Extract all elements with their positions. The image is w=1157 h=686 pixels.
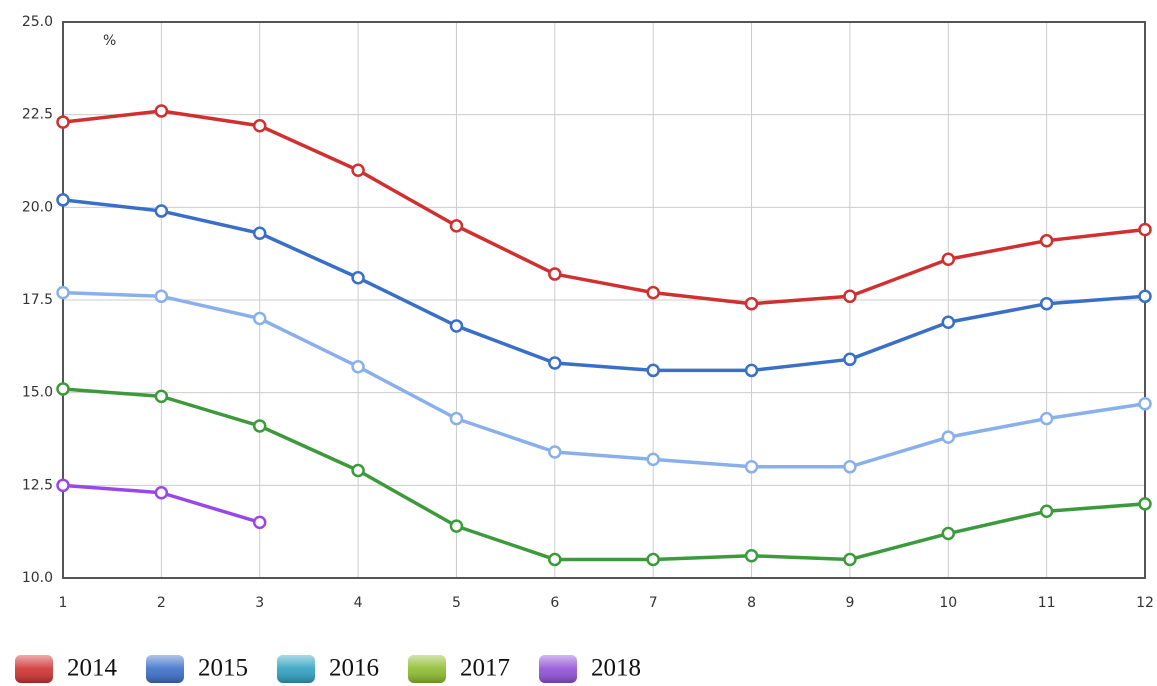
- legend-label: 2016: [329, 655, 379, 682]
- data-point: [744, 363, 759, 378]
- data-point: [1138, 397, 1152, 411]
- y-tick-label: 17.5: [22, 292, 53, 308]
- x-tick-label: 2: [157, 595, 166, 611]
- data-point: [1138, 289, 1152, 304]
- x-tick-label: 8: [747, 595, 756, 611]
- data-point: [56, 115, 70, 129]
- legend-swatch-shine: [539, 655, 577, 683]
- data-point: [941, 252, 956, 266]
- data-point: [646, 452, 660, 467]
- x-tick-label: 9: [845, 595, 854, 611]
- legend-item: 2016: [277, 655, 379, 683]
- y-tick-label: 12.5: [22, 477, 53, 493]
- data-point: [1039, 504, 1054, 519]
- legend-item: 2015: [146, 655, 248, 683]
- data-point: [154, 204, 169, 218]
- data-point: [351, 163, 365, 178]
- data-point: [548, 267, 562, 281]
- data-point: [1039, 233, 1054, 248]
- data-point: [351, 359, 365, 374]
- data-point: [744, 549, 759, 563]
- data-point: [252, 119, 267, 133]
- data-point: [449, 219, 464, 233]
- data-point: [548, 552, 562, 567]
- data-point: [548, 356, 562, 370]
- data-point: [843, 352, 857, 367]
- legend-swatch-shine: [146, 655, 184, 683]
- data-point: [744, 460, 759, 474]
- legend-item: 2014: [15, 655, 118, 683]
- series-line: [62, 290, 1146, 469]
- x-tick-label: 4: [354, 595, 363, 611]
- data-point: [646, 363, 660, 378]
- x-tick-label: 10: [939, 595, 957, 611]
- annotation: %: [103, 33, 116, 49]
- data-point: [154, 104, 169, 118]
- data-point: [941, 526, 956, 541]
- x-tick-label: 7: [649, 595, 658, 611]
- data-point: [449, 411, 464, 426]
- data-point: [252, 419, 267, 433]
- series-line: [62, 198, 1146, 373]
- data-point: [843, 460, 857, 474]
- data-point: [252, 311, 267, 326]
- data-point: [56, 478, 70, 493]
- data-point: [843, 289, 857, 304]
- legend-label: 2014: [67, 655, 118, 682]
- x-tick-label: 11: [1038, 595, 1056, 611]
- data-point: [744, 296, 759, 311]
- x-tick-label: 1: [59, 595, 68, 611]
- x-tick-label: 3: [255, 595, 264, 611]
- data-point: [154, 389, 169, 404]
- data-point: [56, 285, 70, 300]
- data-point: [56, 382, 70, 396]
- legend-swatch-shine: [277, 655, 315, 683]
- data-point: [1138, 497, 1152, 511]
- series-line: [62, 387, 1146, 562]
- legend-swatch-shine: [408, 655, 446, 683]
- x-tick-label: 6: [550, 595, 559, 611]
- x-tick-label: 12: [1136, 595, 1154, 611]
- legend-label: 2018: [591, 655, 641, 682]
- series-line: [62, 109, 1146, 306]
- legend-label: 2017: [460, 655, 510, 682]
- data-point: [154, 485, 169, 500]
- data-point: [154, 289, 169, 304]
- data-point: [1138, 222, 1152, 237]
- y-tick-label: 22.5: [22, 107, 53, 123]
- legend-label: 2015: [198, 655, 248, 682]
- data-point: [941, 430, 956, 444]
- legend-swatch-shine: [15, 655, 53, 683]
- data-point: [548, 445, 562, 459]
- data-point: [1039, 411, 1054, 426]
- data-point: [941, 315, 956, 329]
- y-tick-label: 15.0: [22, 385, 53, 401]
- legend-item: 2018: [539, 655, 641, 683]
- x-tick-label: 5: [452, 595, 461, 611]
- data-point: [449, 519, 464, 533]
- data-point: [351, 271, 365, 285]
- y-tick-label: 20.0: [22, 199, 53, 215]
- legend-item: 2017: [408, 655, 510, 683]
- y-tick-label: 10.0: [22, 570, 53, 586]
- data-point: [56, 193, 70, 207]
- data-point: [252, 515, 267, 530]
- y-tick-label: 25.0: [22, 14, 53, 30]
- data-point: [449, 319, 464, 333]
- data-point: [646, 285, 660, 300]
- data-point: [351, 463, 365, 478]
- data-point: [1039, 296, 1054, 311]
- data-point: [252, 226, 267, 241]
- data-point: [646, 552, 660, 567]
- data-point: [843, 552, 857, 567]
